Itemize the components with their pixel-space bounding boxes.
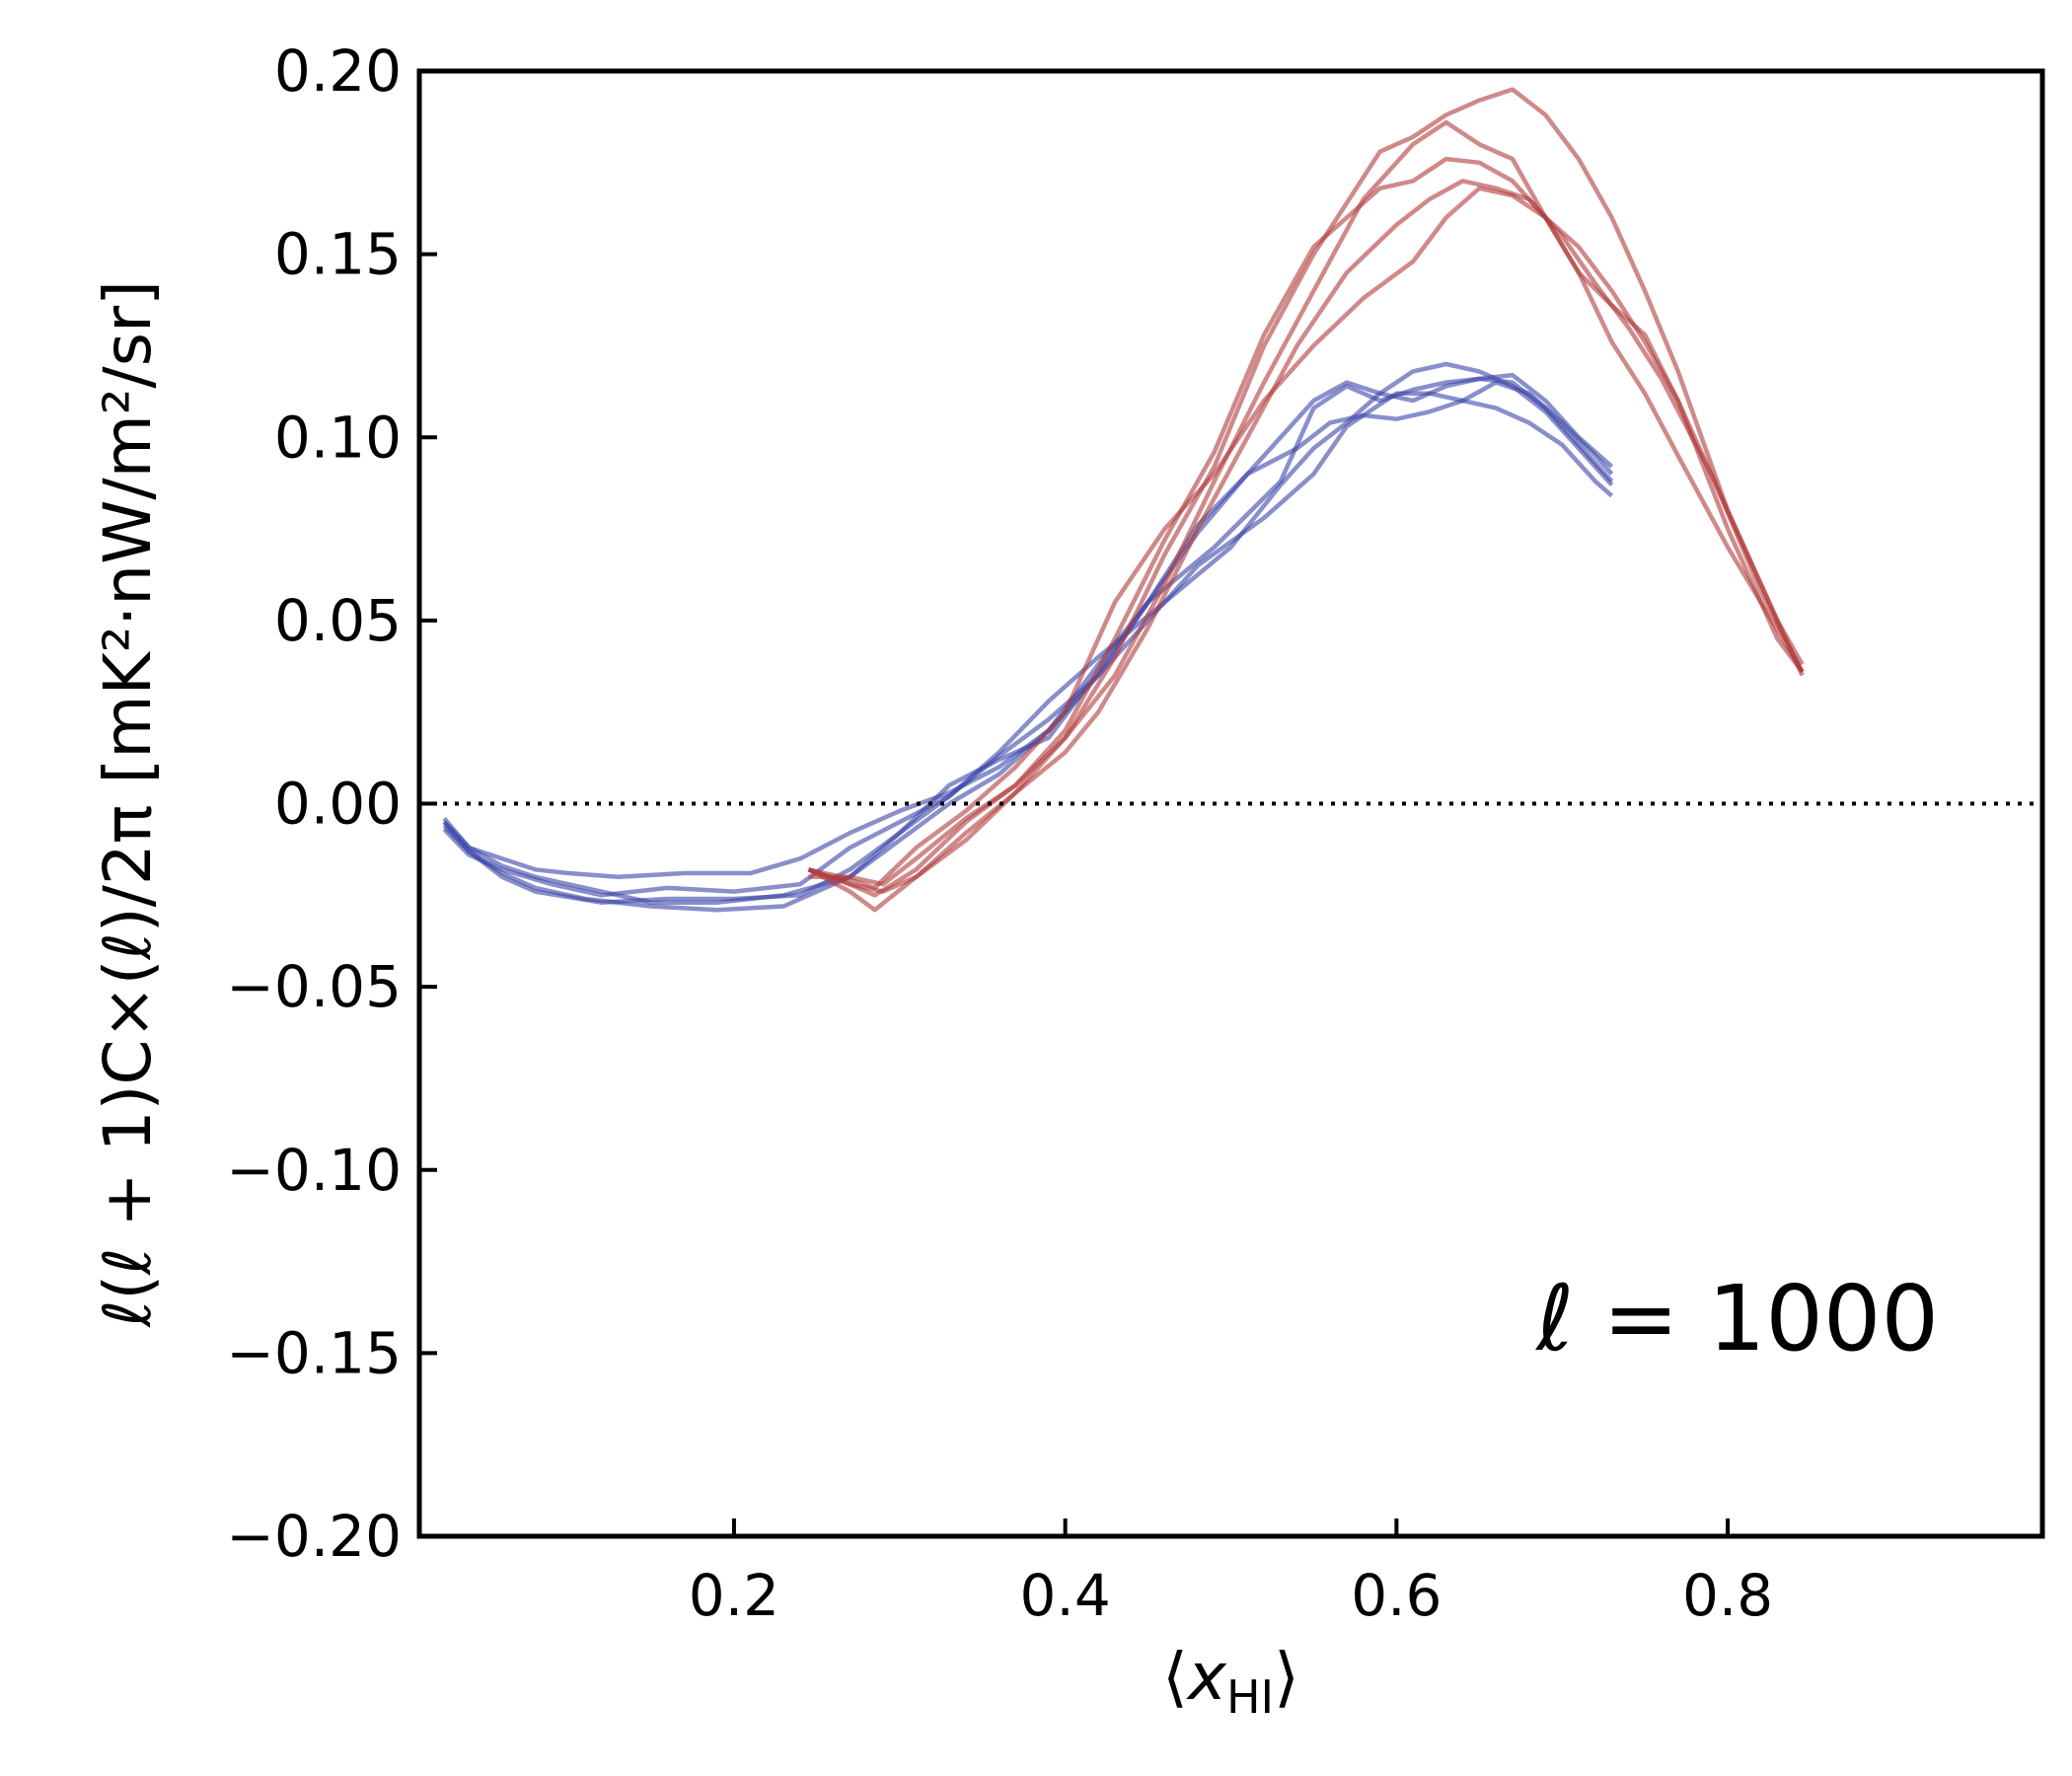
red-series-line [807,179,1805,894]
y-tick-label: 0.10 [274,404,402,471]
y-axis: −0.20 −0.15 −0.10 −0.05 0.00 0.05 0.10 0.15 0.20 [226,37,437,1570]
red-series-line [808,185,1805,891]
x-axis-label: ⟨xHI⟩ [1162,1639,1299,1724]
blue-series-line [442,391,1614,913]
series-layer [442,87,1805,913]
blue-series-line [442,380,1614,905]
ell-annotation: ℓ = 1000 [1534,1266,1939,1371]
x-axis: 0.2 0.4 0.6 0.8 [689,1518,1773,1629]
blue-series-line [442,361,1614,898]
blue-series-line [442,376,1614,880]
y-tick-label: 0.20 [274,37,402,105]
x-tick-label: 0.2 [689,1562,779,1629]
red-series-line [807,87,1805,913]
x-tick-label: 0.6 [1351,1562,1442,1629]
y-axis-label: ℓ(ℓ + 1)C×(ℓ)/2π [mK²·nW/m²/sr] [90,280,166,1328]
y-tick-label: 0.00 [274,771,402,838]
y-tick-label: −0.20 [226,1503,402,1570]
y-tick-label: 0.05 [274,587,402,654]
y-tick-label: −0.10 [226,1137,402,1204]
y-tick-label: 0.15 [274,221,402,288]
red-series-line [807,119,1805,898]
y-tick-label: −0.05 [226,953,402,1020]
y-tick-label: −0.15 [226,1319,402,1386]
blue-series-line [442,372,1614,905]
x-tick-label: 0.8 [1682,1562,1773,1629]
x-tick-label: 0.4 [1020,1562,1111,1629]
